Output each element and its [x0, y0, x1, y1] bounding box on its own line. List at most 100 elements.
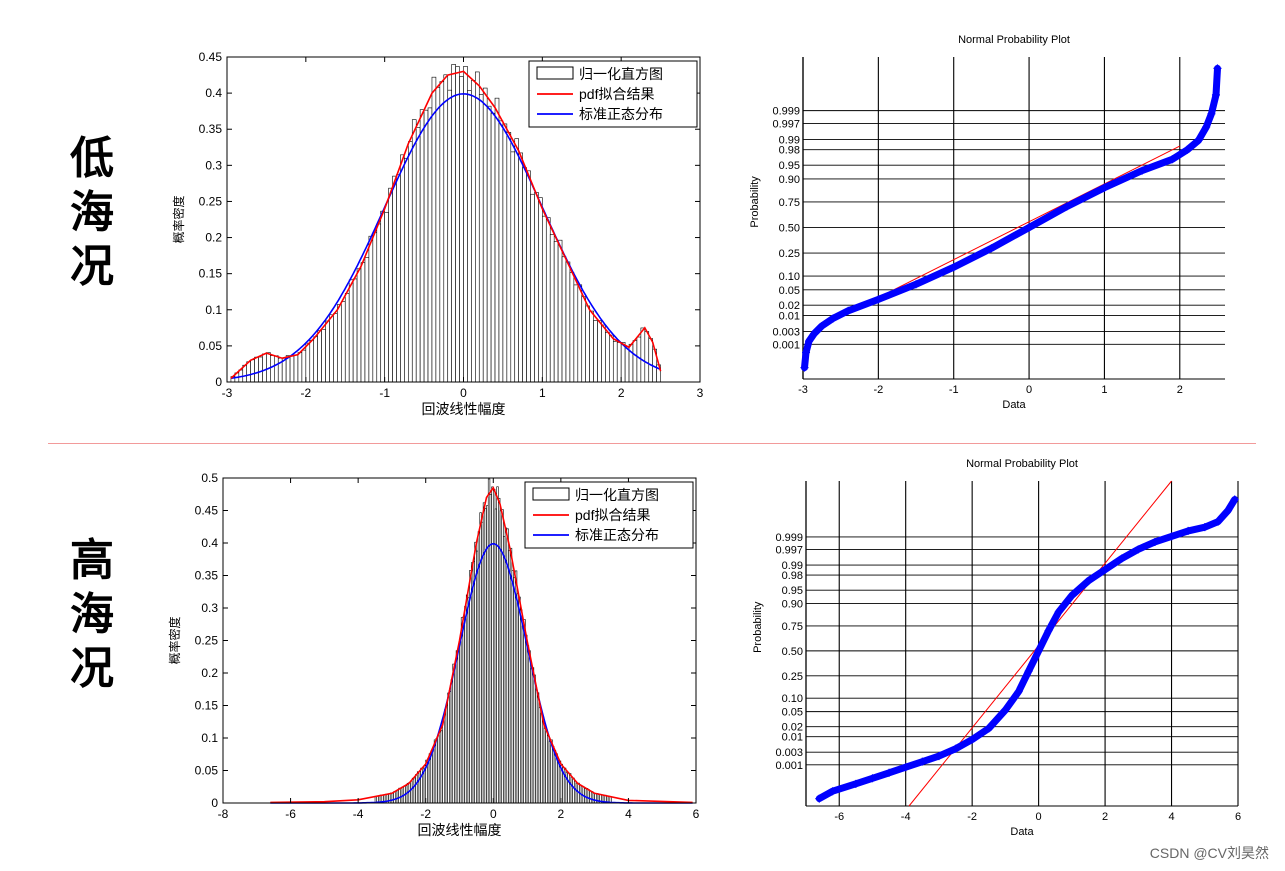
probability-tick-label: 0.10	[782, 693, 803, 705]
probability-point	[815, 794, 824, 803]
probability-tick-label: 0.50	[779, 222, 800, 234]
histogram-bar	[431, 76, 437, 383]
histogram-bar	[553, 241, 559, 383]
histogram-bar	[376, 223, 382, 383]
y-axis-label: 概率密度	[167, 616, 182, 664]
probability-tick-label: 0.001	[772, 339, 800, 351]
probability-point	[1230, 495, 1239, 504]
y-tick-label: 0.45	[199, 50, 223, 64]
histogram-bar	[459, 76, 464, 383]
histogram-bar	[305, 342, 311, 383]
histogram-bar	[609, 334, 614, 383]
y-tick-label: 0.1	[205, 303, 222, 317]
probability-tick-label: 0.75	[782, 621, 803, 633]
probability-tick-label: 0.25	[782, 671, 803, 683]
histogram-bar	[400, 154, 405, 383]
probability-point	[1213, 64, 1222, 73]
histogram-bar	[486, 105, 492, 383]
y-tick-label: 0.25	[199, 194, 223, 208]
histogram-bar	[510, 151, 516, 383]
histogram-bar	[419, 109, 425, 383]
histogram-bar	[443, 74, 449, 383]
histogram-bar	[557, 239, 563, 383]
x-axis-label: 回波线性幅度	[418, 822, 502, 838]
x-tick-label: 0	[460, 386, 467, 400]
histogram-bar	[526, 170, 531, 383]
histogram-bar	[482, 87, 488, 383]
x-tick-label: -1	[379, 386, 390, 400]
probability-markers	[800, 64, 1222, 372]
histogram-bar	[293, 354, 299, 383]
histogram-bar	[301, 349, 307, 383]
histogram-bar	[325, 320, 330, 383]
probability-point	[1034, 646, 1043, 655]
probability-tick-label: 0.997	[775, 545, 803, 557]
histogram-bar	[313, 336, 318, 383]
probability-point	[1100, 183, 1109, 192]
y-tick-label: 0.2	[205, 231, 222, 245]
histogram-bar	[549, 234, 555, 383]
histogram-bar	[392, 175, 397, 383]
chart-title: Normal Probability Plot	[966, 458, 1078, 470]
probability-point	[1167, 532, 1176, 541]
probability-tick-label: 0.997	[772, 119, 800, 131]
x-tick-label: -1	[949, 384, 959, 396]
probability-point	[817, 321, 826, 330]
x-tick-label: 4	[625, 807, 632, 821]
probability-tick-label: 0.01	[782, 732, 803, 744]
histogram-bar	[616, 342, 622, 383]
x-tick-label: -2	[420, 807, 431, 821]
histogram-bar	[593, 320, 598, 383]
histogram-bar	[463, 66, 468, 383]
probability-point	[1067, 591, 1076, 600]
x-tick-label: -3	[222, 386, 233, 400]
x-tick-label: -2	[967, 811, 977, 823]
histogram-bar	[490, 112, 496, 383]
probability-point	[885, 768, 894, 777]
histogram-bar	[514, 138, 519, 383]
histogram-bar	[329, 314, 334, 383]
probability-tick-label: 0.75	[779, 197, 800, 209]
pdf-fit-curve	[230, 70, 662, 379]
histogram-bar	[396, 174, 401, 383]
x-tick-label: 2	[618, 386, 625, 400]
probability-point	[829, 314, 838, 323]
probability-point	[912, 280, 921, 289]
probability-point	[1184, 526, 1193, 535]
probability-tick-label: 0.05	[779, 285, 800, 297]
probability-point	[828, 787, 837, 796]
histogram-bar	[360, 262, 366, 383]
histogram-bar	[368, 235, 374, 383]
histogram-bar	[435, 87, 441, 383]
probability-point	[984, 724, 993, 733]
probability-point	[1138, 166, 1147, 175]
x-tick-label: 4	[1168, 811, 1174, 823]
probability-markers	[815, 495, 1239, 803]
x-tick-label: 2	[1102, 811, 1108, 823]
y-axis-label: Probability	[752, 601, 764, 653]
row-label-low-char-1: 低	[70, 133, 114, 184]
row-label-high-char-3: 况	[70, 643, 114, 694]
histogram-bar	[273, 355, 279, 383]
histogram-bar	[624, 346, 630, 383]
probability-tick-label: 0.90	[782, 599, 803, 611]
histogram-bar	[648, 338, 654, 383]
probability-tick-label: 0.98	[779, 145, 800, 157]
histogram-bar	[250, 359, 255, 383]
histogram-bar	[605, 332, 610, 383]
histogram-bar	[289, 355, 295, 383]
histogram-bar	[317, 330, 322, 383]
probability-point	[1224, 506, 1233, 515]
histogram-bar	[589, 310, 594, 383]
legend-entry-label: 归一化直方图	[579, 66, 663, 82]
y-tick-label: 0.05	[199, 339, 223, 353]
histogram-bar	[467, 90, 472, 383]
legend-entry-label: 标准正态分布	[575, 527, 659, 543]
histogram-bar	[352, 278, 358, 383]
y-tick-label: 0.25	[195, 634, 219, 648]
histogram-bar	[475, 71, 480, 383]
histogram-bar	[494, 97, 500, 383]
